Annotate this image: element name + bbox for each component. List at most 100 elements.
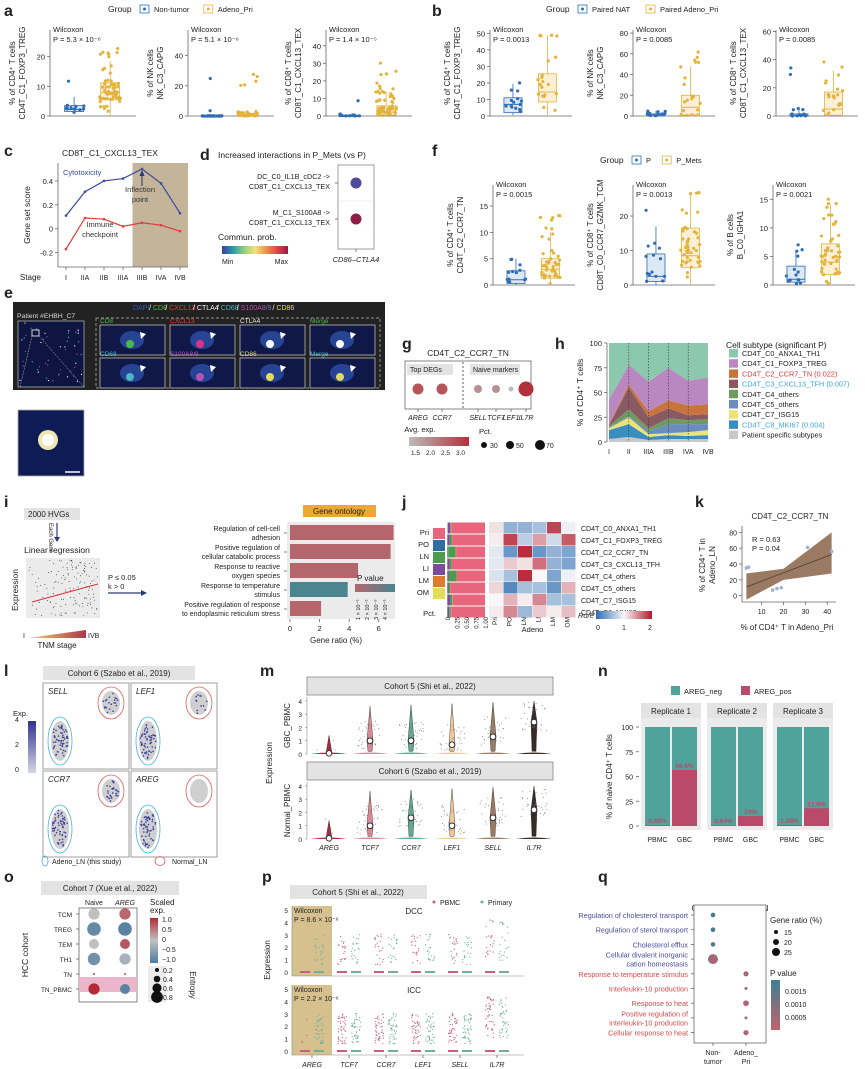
violin-body [407, 704, 415, 752]
strip-point [464, 1035, 466, 1038]
colorbar-tick: 2 [648, 625, 652, 632]
jitter-point [379, 734, 381, 736]
expr-point [117, 790, 119, 793]
jitter-point [491, 719, 493, 721]
strip-point [354, 949, 356, 951]
expr-point [112, 710, 114, 712]
expr-point [57, 843, 60, 845]
speck [58, 374, 60, 376]
scatter-point [51, 571, 53, 573]
jitter-point [360, 829, 362, 831]
jitter-point [504, 815, 506, 817]
legend-label: CD4T_C3_CXCL13_TFH (0.007) [742, 380, 849, 389]
strip-point [450, 1019, 452, 1021]
data-point [542, 275, 547, 279]
jitter-point [456, 749, 458, 751]
tile-label: CD68 [100, 351, 117, 358]
strip-point [469, 1027, 471, 1029]
strip-point [490, 1000, 492, 1002]
gene-label: SELL [451, 1062, 468, 1069]
data-point [831, 94, 836, 98]
strip-point [388, 1021, 390, 1023]
expr-point [144, 844, 147, 847]
scatter-point [88, 575, 90, 577]
strip-point [464, 1015, 467, 1017]
strip-point [431, 1028, 434, 1031]
expr-point [148, 844, 150, 847]
legend-label: P_Mets [676, 156, 702, 165]
legend-dot [665, 158, 669, 162]
zero-bar [485, 1050, 495, 1052]
jitter-point [546, 808, 548, 810]
jitter-point [495, 823, 497, 825]
heatmap-cell [489, 522, 503, 534]
jitter-point [499, 740, 501, 742]
expr-point [146, 738, 148, 741]
strip-point [374, 1042, 376, 1044]
strip-point [388, 937, 390, 939]
data-point [803, 114, 807, 118]
jitter-point [492, 740, 494, 742]
expr-point [62, 734, 64, 737]
heatmap-cell [518, 606, 532, 618]
tile-label: CTLA4 [240, 318, 261, 325]
interaction-dot [350, 177, 362, 189]
strip-point [380, 1026, 382, 1028]
expr-point [146, 737, 148, 740]
strip-point [376, 954, 378, 956]
jitter-point [446, 831, 448, 833]
jitter-point [453, 737, 455, 739]
jitter-point [458, 743, 460, 745]
data-point [65, 106, 69, 110]
jitter-point [441, 731, 443, 733]
strip-point [351, 1036, 353, 1038]
jitter-point [420, 730, 422, 732]
data-point [697, 261, 701, 265]
pct-bar-segment [456, 546, 485, 558]
expr-point [154, 735, 157, 737]
gene-label: LEF1 [444, 845, 461, 852]
strip-point [417, 1015, 419, 1017]
box [506, 270, 526, 284]
jitter-point [367, 805, 369, 807]
strip-point [375, 1029, 377, 1032]
area-series [609, 417, 708, 438]
strip-point [427, 1015, 430, 1017]
test-label: Wilcoxon [496, 180, 526, 189]
strip-point [426, 1020, 428, 1022]
facet-title: DCC [405, 907, 423, 916]
strip-point [486, 946, 488, 949]
strip-point [320, 1023, 322, 1025]
jitter-point [460, 730, 462, 732]
size-key [772, 948, 780, 956]
strip-point [448, 1039, 451, 1041]
strip-point [345, 1042, 347, 1045]
size-tick: 0.6 [163, 986, 173, 993]
jitter-point [375, 744, 377, 746]
jitter-point [443, 828, 445, 830]
strip-point [342, 1016, 344, 1019]
y-tick-label: 1 [298, 824, 302, 831]
speck [73, 375, 75, 377]
column-label: tumor [704, 1059, 723, 1066]
data-point [505, 277, 509, 282]
strip-point [381, 961, 384, 963]
heatmap-cell [518, 534, 532, 546]
jitter-point [535, 804, 537, 806]
gene-label: LEF1 [136, 687, 155, 696]
strip-point [430, 1023, 432, 1025]
strip-point [358, 1019, 361, 1021]
strip-point [358, 948, 360, 951]
category-label: Positive regulation of [215, 545, 280, 552]
strip-point [352, 1041, 354, 1044]
x-tick-label: CD86–CTLA4 [333, 255, 380, 264]
strip-point [357, 947, 360, 949]
expr-point [64, 835, 67, 838]
strip-point [485, 1018, 487, 1020]
jitter-point [543, 797, 545, 799]
legend-label: Non-tumor [154, 5, 190, 14]
scatter-point [54, 582, 56, 583]
column-label: AREG [114, 900, 135, 907]
heatmap-cell [532, 582, 547, 594]
strip-point [453, 948, 455, 950]
